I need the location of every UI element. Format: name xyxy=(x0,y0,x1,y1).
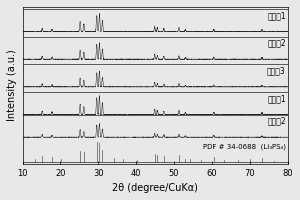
Text: 实施例1: 实施例1 xyxy=(267,11,286,20)
Y-axis label: Intensity (a.u.): Intensity (a.u.) xyxy=(7,49,17,121)
X-axis label: 2θ (degree/CuKα): 2θ (degree/CuKα) xyxy=(112,183,198,193)
Text: 实施例3: 实施例3 xyxy=(267,66,286,75)
Text: 嫹比例2: 嫹比例2 xyxy=(267,117,286,126)
Text: PDF # 34-0688  (Li₃PS₄): PDF # 34-0688 (Li₃PS₄) xyxy=(203,144,286,150)
Text: 嫹比例1: 嫹比例1 xyxy=(267,94,286,103)
Text: 实施例2: 实施例2 xyxy=(267,39,286,48)
